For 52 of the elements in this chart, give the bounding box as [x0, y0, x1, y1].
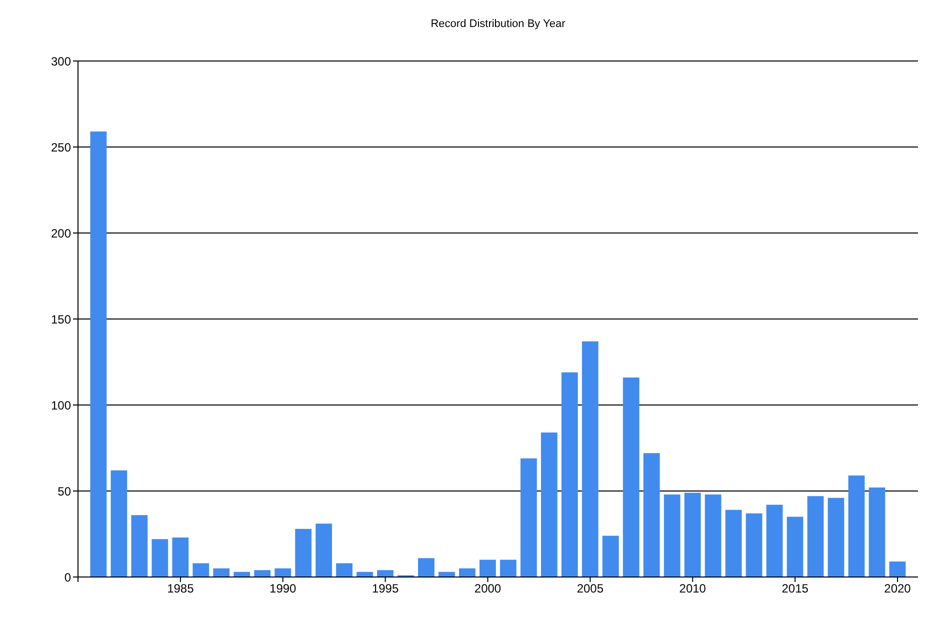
bar [889, 562, 906, 577]
bar [540, 432, 558, 577]
bar [172, 537, 189, 577]
bar [520, 458, 537, 577]
x-tick-label: 2000 [474, 582, 502, 596]
x-tick-label: 1995 [372, 582, 399, 596]
bar [766, 504, 783, 577]
x-tick-label: 2020 [884, 582, 912, 596]
x-tick-label: 1985 [167, 582, 194, 596]
bar [684, 492, 701, 577]
x-tick-label: 2005 [576, 582, 604, 596]
bar [602, 536, 619, 577]
bar [274, 568, 292, 577]
x-tick-label: 1990 [270, 582, 297, 596]
bar [828, 498, 844, 577]
bar [192, 563, 210, 577]
chart-title: Record Distribution By Year [430, 18, 566, 30]
bar [786, 516, 804, 577]
y-tick-label: 300 [50, 54, 72, 68]
bar [725, 510, 742, 577]
bar [377, 570, 394, 577]
y-tick-label: 200 [50, 226, 72, 240]
bar [622, 377, 640, 577]
bar [90, 132, 107, 577]
bar [500, 560, 516, 577]
bar [480, 560, 496, 577]
bar [643, 453, 660, 577]
bar [254, 570, 271, 577]
bar [459, 568, 476, 577]
bar [664, 494, 680, 577]
x-tick-label: 2010 [679, 582, 706, 596]
x-tick-label: 2015 [782, 582, 809, 596]
bar [213, 568, 230, 577]
bar [868, 488, 886, 577]
bar [704, 494, 722, 577]
bar [848, 476, 865, 577]
y-tick-label: 150 [50, 312, 72, 326]
y-tick-label: 100 [50, 398, 72, 412]
y-tick-label: 250 [50, 140, 72, 154]
bar [746, 513, 762, 577]
bar [561, 372, 578, 577]
bar [336, 563, 352, 577]
bar [807, 496, 824, 577]
y-tick-label: 0 [64, 570, 72, 584]
y-tick-label: 50 [58, 484, 72, 498]
bar [316, 524, 332, 577]
bar [152, 539, 168, 577]
bar [110, 470, 128, 577]
bar [582, 341, 598, 577]
bar [418, 558, 434, 577]
bar [295, 528, 312, 577]
bar [131, 515, 148, 577]
